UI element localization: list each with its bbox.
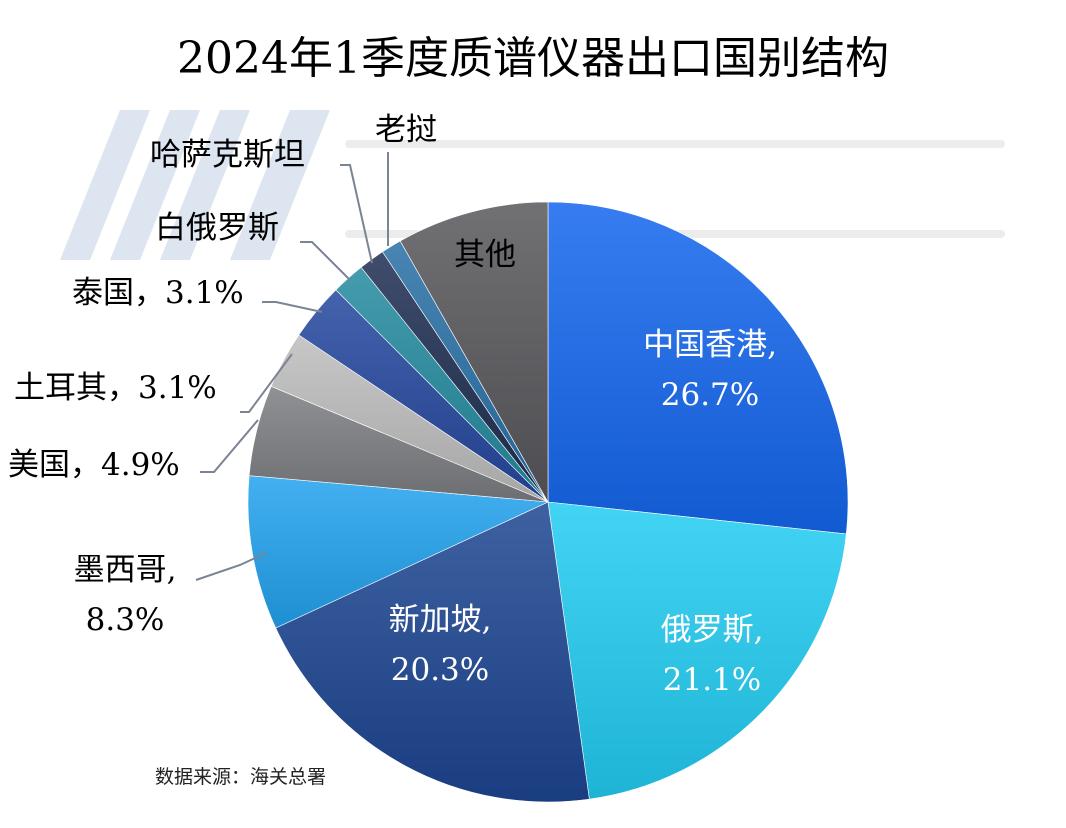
data-label-俄罗斯: 俄罗斯, 21.1% [661,605,764,705]
data-label-墨西哥: 墨西哥, 8.3% [74,545,177,645]
leader-line-白俄罗斯 [300,241,351,281]
leader-line-泰国 [262,301,323,313]
data-label-白俄罗斯: 白俄罗斯 [155,203,279,253]
data-label-line: 新加坡, [388,602,492,638]
data-label-line: 哈萨克斯坦 [150,137,305,173]
data-label-line: 俄罗斯, [660,612,764,648]
leader-line-土耳其 [240,353,293,413]
data-label-新加坡: 新加坡, 20.3% [389,595,492,695]
data-label-line: 泰国，3.1% [72,275,244,311]
data-label-line: 21.1% [662,662,762,698]
data-label-line: 土耳其，3.1% [14,370,217,406]
pie-slice-中国香港 [547,201,849,535]
data-label-line: 老挝 [375,112,437,148]
source-note: 数据来源：海关总署 [155,766,327,788]
data-label-泰国: 泰国，3.1% [72,268,244,318]
leader-line-哈萨克斯坦 [340,164,373,264]
pie-slice-墨西哥 [247,475,550,629]
data-label-哈萨克斯坦: 哈萨克斯坦 [150,130,305,180]
data-label-老挝: 老挝 [375,105,437,155]
pie-slice-俄罗斯 [547,501,847,800]
pie-slice-其他 [399,201,549,504]
data-label-line: 其他 [454,237,516,273]
data-label-土耳其: 土耳其，3.1% [14,363,217,413]
data-label-line: 26.7% [660,377,760,413]
data-label-其他: 其他 [454,230,516,280]
data-label-line: 白俄罗斯 [155,210,279,246]
data-label-line: 中国香港, [643,327,777,363]
data-label-line: 8.3% [85,602,165,638]
pie-slice-新加坡 [275,501,590,803]
chart-title: 2024年1季度质谱仪器出口国别结构 [177,33,889,84]
data-label-line: 20.3% [390,652,490,688]
leader-line-美国 [200,419,259,473]
leader-line-墨西哥 [195,552,267,581]
data-label-美国: 美国，4.9% [8,440,180,490]
data-label-中国香港: 中国香港, 26.7% [643,320,777,420]
data-label-line: 美国，4.9% [8,447,180,483]
data-label-line: 墨西哥, [73,552,177,588]
